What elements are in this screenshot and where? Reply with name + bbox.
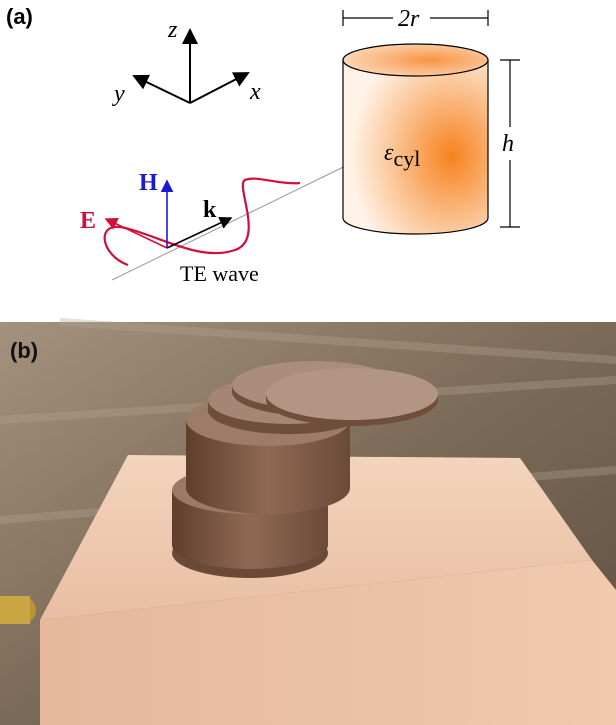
z-label: z: [167, 17, 178, 43]
e-vector: [106, 219, 167, 248]
panel-b: (b): [0, 322, 616, 725]
cylinder: [343, 44, 488, 234]
diameter-label: 2r: [398, 6, 420, 32]
panel-label: (b): [10, 338, 38, 363]
e-label: E: [80, 208, 96, 234]
axes: [134, 30, 248, 103]
k-label: k: [203, 197, 217, 223]
shape: [343, 44, 488, 76]
y-label: y: [112, 81, 125, 107]
height-label: h: [502, 131, 514, 157]
x-axis: [190, 73, 248, 103]
k-vector: [167, 218, 231, 248]
panel-a: (a) z y x 2r h εcyl H: [6, 4, 520, 286]
panel-label: (a): [6, 4, 33, 29]
h-label: H: [139, 170, 158, 196]
connector-body: [0, 596, 30, 624]
y-axis: [134, 76, 190, 103]
shape: [266, 368, 438, 420]
permittivity-subscript: cyl: [393, 146, 420, 171]
wave-caption: TE wave: [180, 261, 259, 286]
x-label: x: [249, 79, 261, 105]
figure: (a) z y x 2r h εcyl H: [0, 0, 616, 725]
